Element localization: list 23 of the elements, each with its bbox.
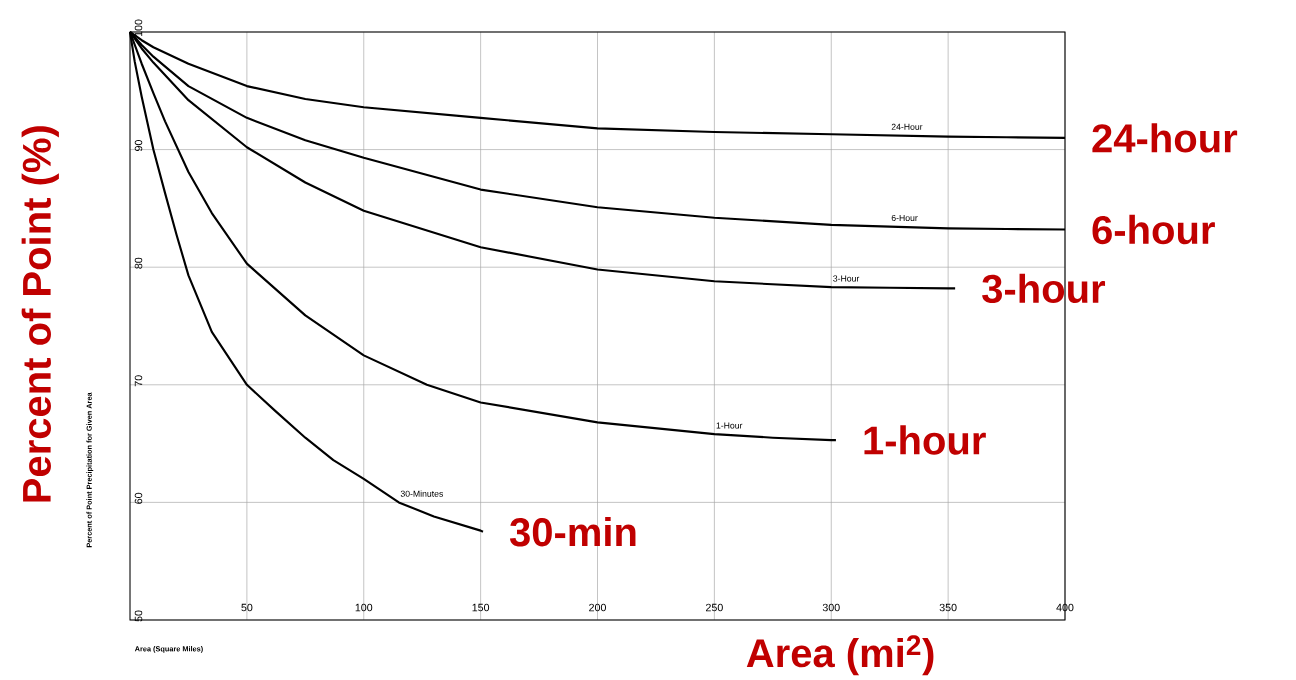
series-label: 30-Minutes xyxy=(400,490,443,497)
y-tick-label: 80 xyxy=(134,257,143,269)
series-label: 3-Hour xyxy=(833,275,860,282)
x-tick-label: 100 xyxy=(355,603,373,612)
y-tick-label: 70 xyxy=(134,375,143,387)
x-tick-label: 350 xyxy=(939,603,957,612)
annotation: 30-min xyxy=(509,517,636,547)
y-tick-label: 100 xyxy=(134,19,143,37)
annotation: 24-hour xyxy=(1092,123,1238,153)
series-label: 24-Hour xyxy=(891,123,923,130)
y-tick-label: 90 xyxy=(134,140,143,152)
x-tick-label: 200 xyxy=(589,603,606,612)
x-axis-title: Area (mi$^{2}$) xyxy=(746,635,934,676)
annotation: 6-hour xyxy=(1092,214,1215,245)
x-tick-label: 300 xyxy=(822,603,840,612)
x-tick-label: 50 xyxy=(241,603,253,612)
annotation: 1-hour xyxy=(864,425,986,455)
y-tick-label: 60 xyxy=(134,492,143,504)
series-label: 6-Hour xyxy=(891,214,918,222)
x-tick-label: 250 xyxy=(706,603,723,612)
x-tick-label: 150 xyxy=(472,603,490,612)
y-axis-title: Percent of Point (%) xyxy=(21,126,59,502)
series-label: 1-Hour xyxy=(716,422,743,429)
